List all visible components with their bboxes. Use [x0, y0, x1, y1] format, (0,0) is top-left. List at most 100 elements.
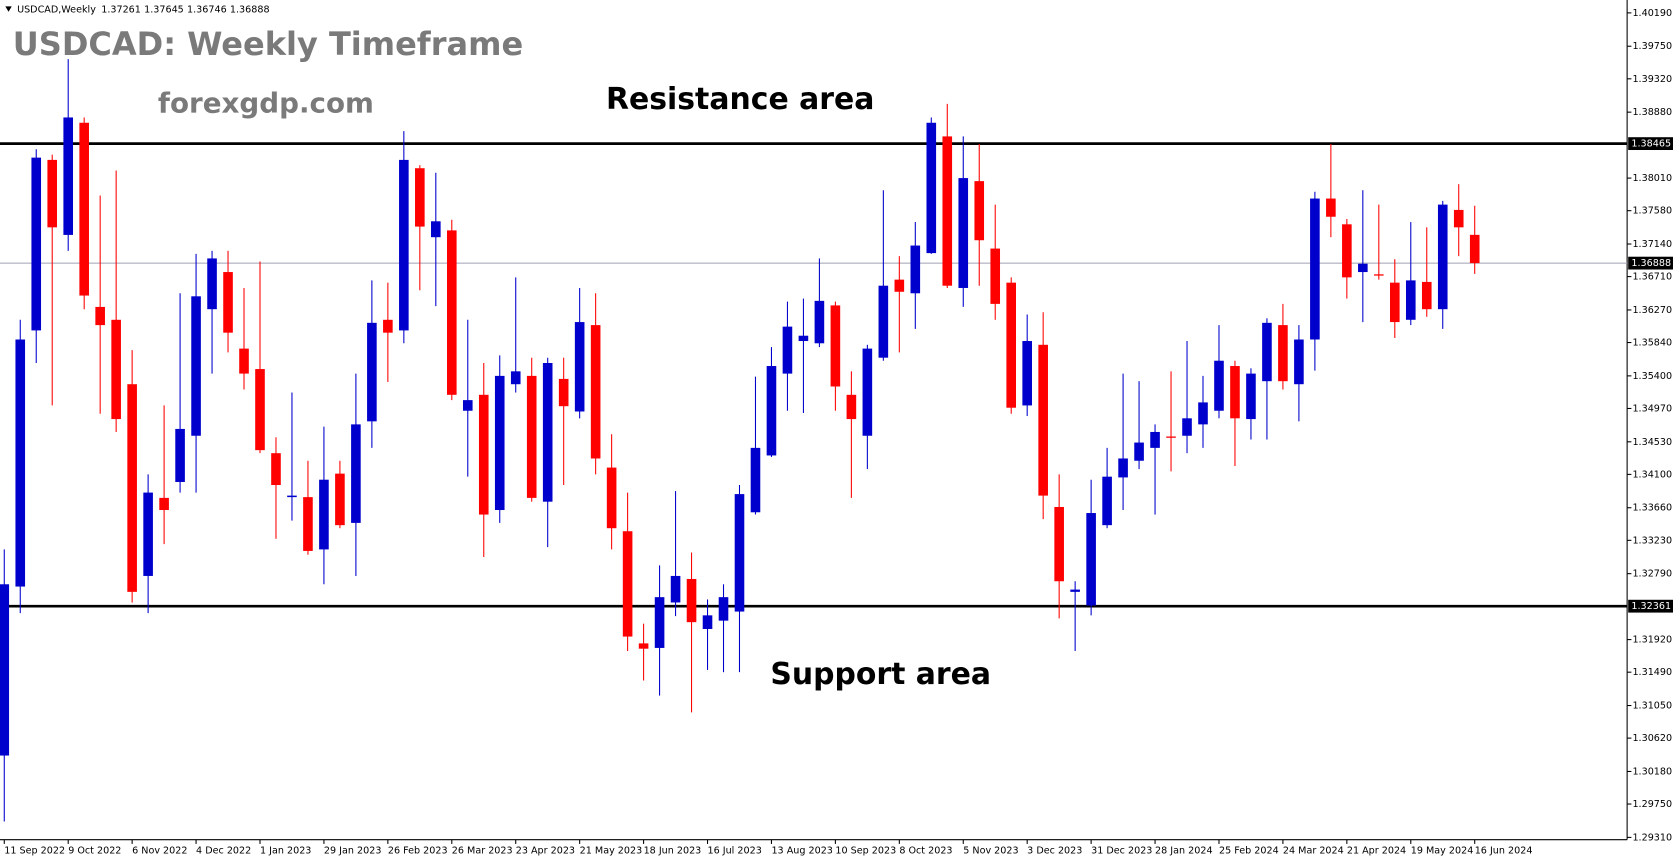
y-tick-label: 1.37140	[1632, 239, 1672, 250]
y-tick-label: 1.30620	[1632, 733, 1672, 744]
candle-body	[590, 325, 601, 459]
candle-body	[958, 178, 969, 288]
candle-body	[606, 467, 617, 529]
candle-body	[1294, 339, 1304, 385]
x-tick-label: 25 Feb 2024	[1219, 845, 1279, 856]
y-tick-label: 1.35840	[1632, 338, 1672, 349]
x-tick-label: 26 Mar 2023	[452, 845, 513, 856]
symbol: USDCAD,Weekly	[17, 5, 96, 16]
candle-body	[1326, 198, 1336, 217]
candle-body	[143, 492, 153, 576]
candle-body	[1437, 204, 1448, 310]
y-tick-label: 1.34100	[1632, 469, 1672, 480]
candle-body	[462, 400, 473, 411]
y-tick-label: 1.38010	[1632, 173, 1672, 184]
level-label: 1.36888	[1631, 258, 1671, 269]
y-tick-label: 1.32790	[1632, 569, 1672, 580]
x-tick-label: 16 Jul 2023	[708, 845, 762, 856]
candle-body	[1022, 341, 1032, 406]
chart-subtitle: forexgdp.com	[158, 87, 374, 120]
candle-body	[223, 272, 233, 333]
candle-body	[1038, 344, 1048, 496]
candle-body	[47, 159, 58, 228]
y-tick-label: 1.38880	[1632, 107, 1672, 118]
header-low: 1.36746	[187, 5, 227, 16]
candle-body	[1102, 476, 1112, 526]
candle-body	[510, 371, 521, 385]
candle-body	[1342, 224, 1352, 278]
candle-body	[95, 306, 105, 326]
x-tick-label: 23 Apr 2023	[516, 845, 575, 856]
x-tick-label: 11 Sep 2022	[4, 845, 65, 856]
y-tick-label: 1.36710	[1632, 272, 1672, 283]
y-tick-label: 1.30180	[1632, 766, 1672, 777]
candle-body	[271, 453, 281, 486]
candle-body	[894, 279, 905, 292]
candle-body	[622, 531, 633, 637]
candle-body	[1246, 373, 1256, 420]
candle-body	[207, 258, 217, 310]
candle-body	[1150, 431, 1160, 448]
candle-body	[446, 230, 457, 395]
candle-body	[670, 575, 681, 603]
chart-title: USDCAD: Weekly Timeframe	[13, 25, 523, 63]
x-tick-label: 31 Dec 2023	[1091, 845, 1152, 856]
candle-body	[990, 248, 1001, 304]
candle-body	[0, 584, 10, 756]
x-tick-label: 28 Jan 2024	[1155, 845, 1213, 856]
candle-body	[766, 366, 777, 456]
candle-body	[1469, 234, 1480, 264]
candle-body	[910, 245, 921, 294]
y-tick-label: 1.34970	[1632, 403, 1672, 414]
candle-body	[718, 597, 729, 621]
candle-body	[175, 428, 185, 482]
candle-body	[942, 136, 953, 286]
candle-body	[750, 447, 761, 513]
candle-body	[1198, 402, 1208, 425]
x-tick-label: 19 May 2024	[1411, 845, 1474, 856]
y-tick-label: 1.39750	[1632, 41, 1672, 52]
candle-body	[415, 168, 425, 227]
candle-body	[111, 319, 121, 420]
candle-body	[782, 326, 793, 374]
candle-body	[862, 348, 873, 436]
header-arrow	[5, 6, 12, 12]
candle-body	[1086, 513, 1096, 606]
candle-body	[399, 159, 409, 331]
candle-body	[319, 479, 329, 550]
header-open: 1.37261	[101, 5, 141, 16]
candle-body	[734, 494, 745, 612]
candle-body	[926, 122, 937, 254]
candle-body	[303, 497, 313, 551]
x-tick-label: 29 Jan 2023	[324, 845, 382, 856]
candle-body	[239, 348, 249, 374]
candle-body	[367, 322, 377, 422]
x-tick-label: 21 Apr 2024	[1347, 845, 1406, 856]
candle-body	[686, 578, 697, 623]
candle-body	[15, 339, 26, 587]
candle-body	[255, 369, 265, 451]
candle-body	[1230, 366, 1240, 419]
candle-body	[335, 473, 345, 526]
candle-body	[558, 378, 569, 407]
candle-body	[638, 643, 649, 649]
candle-body	[1214, 360, 1224, 411]
candle-body	[526, 375, 537, 498]
y-tick-label: 1.36270	[1632, 305, 1672, 316]
candle-body	[127, 384, 137, 592]
y-tick-label: 1.31490	[1632, 667, 1672, 678]
candle-body	[1054, 506, 1064, 582]
x-tick-label: 8 Oct 2023	[899, 845, 952, 856]
candle-body	[830, 305, 841, 387]
candle-body	[702, 615, 713, 629]
x-tick-label: 4 Dec 2022	[196, 845, 251, 856]
candle-body	[1405, 280, 1416, 320]
candle-body	[287, 495, 297, 498]
candle-body	[431, 221, 441, 238]
y-tick-label: 1.37580	[1632, 206, 1672, 217]
resistance-annotation: Resistance area	[606, 82, 874, 117]
x-tick-label: 6 Nov 2022	[132, 845, 187, 856]
